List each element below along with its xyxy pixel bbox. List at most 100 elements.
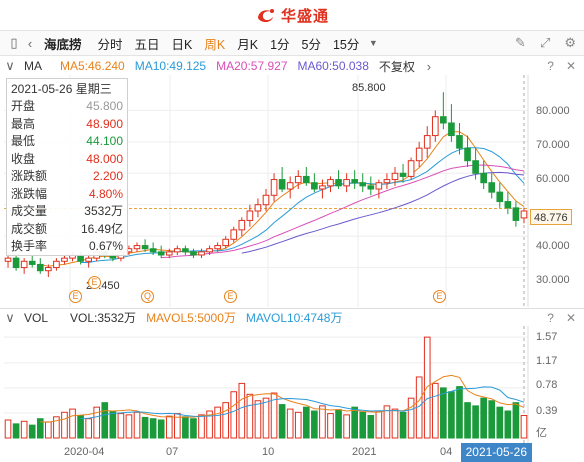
- app-header: 华盛通: [0, 0, 584, 30]
- vol-value: VOL:3532万: [70, 311, 137, 325]
- volume-bar: [149, 418, 157, 439]
- info-row-turnover-rate: 换手率 0.67%: [11, 238, 123, 256]
- volume-bar: [109, 410, 117, 439]
- candle-body: [456, 135, 463, 149]
- earnings-marker[interactable]: E: [88, 276, 101, 289]
- chevron-left-icon[interactable]: ‹: [27, 35, 33, 51]
- volume-bar: [4, 419, 12, 439]
- vol-label[interactable]: VOL: [24, 310, 49, 325]
- volume-bar: [198, 414, 205, 439]
- candle-body: [375, 182, 383, 190]
- candle-body: [214, 245, 221, 250]
- earnings-marker[interactable]: E: [69, 290, 82, 303]
- volume-bar: [69, 408, 76, 439]
- info-value: 48.900: [86, 116, 123, 131]
- candle-body: [53, 260, 60, 269]
- time-axis: 2020-04 07 10 2021 04 2021-05-26: [0, 443, 584, 462]
- candle-body: [327, 179, 334, 187]
- ma60-line: [241, 171, 525, 254]
- volume-bar: [367, 415, 375, 439]
- sidebar-toggle-icon[interactable]: ▯: [10, 35, 18, 50]
- expand-icon[interactable]: ⤢: [539, 35, 551, 50]
- candle-body: [472, 160, 479, 174]
- ma-label[interactable]: MA: [24, 59, 42, 73]
- info-row-change-pct: 涨跌幅 4.80%: [11, 186, 123, 204]
- info-value: 48.000: [86, 151, 123, 166]
- quarter-marker[interactable]: Q: [141, 290, 154, 303]
- volume-bar: [456, 386, 463, 439]
- close-icon[interactable]: ✕: [565, 310, 576, 325]
- ma10-line: [80, 147, 525, 263]
- info-value: 4.80%: [88, 186, 123, 201]
- earnings-marker[interactable]: E: [433, 290, 446, 303]
- chevron-right-icon[interactable]: ›: [426, 58, 432, 74]
- volume-chart[interactable]: [0, 326, 584, 443]
- adjust-mode[interactable]: 不复权: [378, 59, 415, 74]
- period-tab-monthly[interactable]: 月K: [237, 37, 259, 52]
- volume-bar: [512, 402, 520, 439]
- candle-body: [4, 257, 12, 262]
- candle-body: [254, 204, 262, 212]
- high-price-label: 85.800: [352, 82, 386, 94]
- period-tab-daily[interactable]: 日K: [171, 37, 193, 52]
- question-icon[interactable]: ?: [547, 59, 554, 73]
- period-tab-intraday[interactable]: 分时: [97, 37, 123, 52]
- info-label: 开盘: [11, 99, 36, 113]
- info-row-change: 涨跌额 2.200: [11, 168, 123, 186]
- volume-bar: [448, 391, 455, 439]
- period-tab-15min[interactable]: 15分: [332, 37, 360, 52]
- volume-bar: [238, 382, 246, 439]
- time-tick-label: 2020-04: [64, 446, 105, 458]
- candle-body: [278, 179, 286, 190]
- candle-body: [141, 245, 149, 250]
- time-tick-label: 04: [440, 446, 453, 458]
- volume-bar: [36, 418, 44, 439]
- volume-indicator-row: ∨ VOL VOL:3532万 MAVOL5:5000万 MAVOL10:474…: [0, 308, 584, 326]
- volume-bar: [101, 402, 109, 439]
- volume-bar: [472, 405, 479, 439]
- ma5-value: MA5:46.240: [60, 59, 125, 73]
- period-tab-weekly[interactable]: 周K: [204, 37, 226, 52]
- candle-body: [20, 260, 28, 269]
- info-value: 3532万: [84, 204, 123, 218]
- candle-body: [448, 122, 455, 137]
- brand-logo: 华盛通: [255, 5, 329, 26]
- candle-body: [391, 172, 399, 181]
- period-tab-5min[interactable]: 5分: [301, 37, 321, 52]
- settings-icon[interactable]: ⚙: [564, 35, 576, 50]
- candle-body: [198, 251, 205, 256]
- volume-bar: [93, 406, 101, 439]
- time-tick-label: 07: [166, 446, 179, 458]
- period-tab-5day[interactable]: 五日: [134, 37, 160, 52]
- earnings-marker[interactable]: E: [224, 290, 237, 303]
- info-row-close: 收盘 48.000: [11, 151, 123, 169]
- candle-body: [222, 238, 230, 247]
- stock-name[interactable]: 海底捞: [44, 37, 82, 52]
- volume-bar: [351, 406, 358, 439]
- toolbar-right: ✎ ⤢ ⚙: [515, 35, 584, 51]
- volume-bar: [182, 416, 189, 439]
- candle-body: [319, 185, 326, 190]
- info-value: 2.200: [92, 169, 123, 183]
- volume-bar: [254, 400, 262, 439]
- candle-body: [351, 179, 358, 184]
- collapse-icon[interactable]: ∨: [5, 58, 15, 73]
- close-icon[interactable]: ✕: [565, 59, 576, 73]
- candle-body: [343, 179, 350, 187]
- question-icon[interactable]: ?: [547, 310, 554, 325]
- candle-body: [294, 175, 302, 184]
- draw-pencil-icon[interactable]: ✎: [515, 35, 526, 50]
- volume-bar: [464, 402, 471, 439]
- info-label: 最低: [11, 134, 36, 148]
- collapse-icon[interactable]: ∨: [5, 309, 15, 325]
- ma-indicator-row: ∨ MA MA5:46.240 MA10:49.125 MA20:57.927 …: [0, 57, 584, 75]
- vol-row-right: ? ✕: [547, 311, 584, 325]
- period-tab-1min[interactable]: 1分: [270, 37, 290, 52]
- candle-body: [383, 179, 391, 184]
- candle-body: [157, 251, 165, 256]
- caret-down-icon[interactable]: ▼: [368, 38, 378, 48]
- volume-bar: [125, 414, 133, 439]
- info-label: 成交量: [11, 204, 48, 218]
- toolbar-left: ▯ ‹ 海底捞 分时 五日 日K 周K 月K 1分 5分 15分 ▼: [0, 34, 381, 53]
- volume-bar: [383, 405, 391, 439]
